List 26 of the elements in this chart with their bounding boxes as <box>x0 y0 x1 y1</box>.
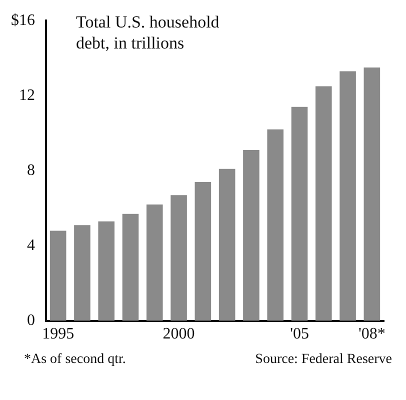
x-tick-label: '05 <box>290 326 309 343</box>
x-tick-label: 1995 <box>42 326 74 343</box>
bar <box>315 86 332 321</box>
bar <box>267 129 284 321</box>
source-note: Source: Federal Reserve <box>255 352 392 368</box>
bar <box>50 230 66 321</box>
bar <box>194 182 212 321</box>
text: *As of second qtr. <box>24 352 126 368</box>
bar <box>146 204 163 321</box>
bar <box>243 150 260 321</box>
chart-title: Total U.S. household debt, in trillions <box>76 12 220 53</box>
bar <box>218 168 236 321</box>
y-tick-label: 4 <box>27 236 35 254</box>
bar <box>98 221 115 321</box>
x-tick-label: 2000 <box>162 326 195 343</box>
y-tick-label: 0 <box>27 312 35 330</box>
bar <box>340 71 356 321</box>
bar <box>122 214 139 321</box>
bar <box>364 68 380 321</box>
y-tick-label: 8 <box>27 162 35 179</box>
bar <box>291 106 308 321</box>
bar <box>170 195 187 321</box>
bar <box>74 225 90 321</box>
x-tick-label: '08* <box>358 326 386 343</box>
y-tick-label: $16 <box>11 12 35 29</box>
y-tick-label: 12 <box>19 86 35 104</box>
